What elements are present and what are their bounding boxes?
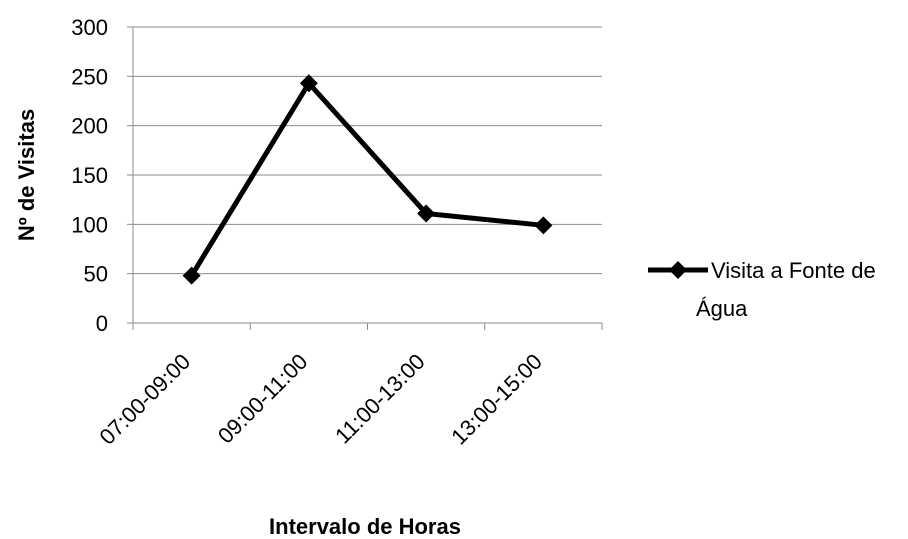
y-tick-label: 50 [84,262,108,287]
y-tick-label: 100 [71,212,108,237]
y-tick-label: 0 [96,311,108,336]
y-tick-label: 250 [71,64,108,89]
y-axis-title: Nº de Visitas [14,109,39,241]
x-tick-label: 09:00-11:00 [213,349,313,449]
data-point-marker [534,216,553,235]
x-tick-label: 11:00-13:00 [330,349,430,449]
y-tick-label: 300 [71,15,108,40]
y-tick-labels: 0 50 100 150 200 250 300 [71,15,108,336]
axes [127,26,603,330]
legend-label-line2: Água [696,296,748,321]
x-tick-labels: 07:00-09:00 09:00-11:00 11:00-13:00 13:00-1… [94,349,546,450]
series-line [189,80,544,277]
y-tick-label: 200 [71,114,108,139]
x-axis-title: Intervalo de Horas [269,514,461,539]
legend-marker-icon [669,261,687,279]
data-point-marker [417,204,436,223]
x-tick-label: 13:00-15:00 [446,349,547,450]
data-point-marker [299,74,318,93]
legend: Visita a Fonte de Água [648,258,876,321]
legend-label-line1: Visita a Fonte de [711,258,876,283]
gridlines [133,26,602,275]
data-point-marker [182,266,201,285]
x-tick-label: 07:00-09:00 [94,349,195,450]
y-tick-label: 150 [71,163,108,188]
series-group [182,74,553,285]
